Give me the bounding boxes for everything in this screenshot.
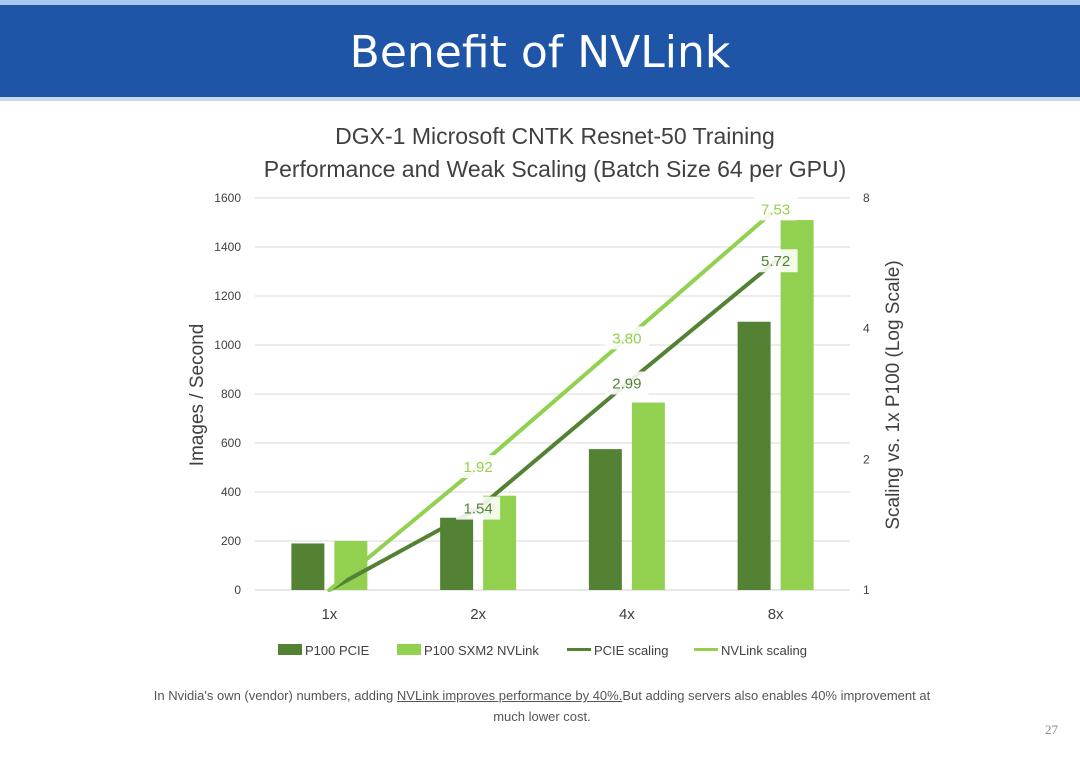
- page-number: 27: [1045, 722, 1058, 737]
- data-label-background: [456, 496, 501, 520]
- y-axis-title: Images / Second: [187, 324, 208, 467]
- data-label: 3.80: [612, 330, 641, 347]
- top-accent-stripe: [0, 0, 1080, 5]
- data-label-background: [456, 455, 501, 479]
- legend-swatch: [397, 644, 421, 655]
- bar: [631, 402, 665, 590]
- bar: [588, 449, 622, 590]
- category-label: 1x: [321, 606, 337, 623]
- y-tick-label: 1000: [214, 338, 241, 352]
- legend-label: NVLink scaling: [721, 643, 807, 658]
- y-tick-label: 800: [221, 387, 241, 401]
- scaling-line: [327, 259, 778, 592]
- category-axis: 1x 2x 4x 8x: [321, 606, 784, 623]
- data-label: 2.99: [612, 376, 641, 393]
- y2-tick-label: 1: [863, 583, 870, 597]
- data-label-background: [753, 249, 798, 273]
- bar: [440, 517, 474, 590]
- chart-title-line1: DGX-1 Microsoft CNTK Resnet-50 Training: [335, 123, 775, 149]
- footnote-underlined: NVLink improves performance by 40%.: [396, 688, 623, 703]
- bar: [780, 220, 814, 591]
- category-label: 2x: [470, 606, 486, 623]
- bar: [291, 543, 325, 590]
- y-tick-label: 1600: [214, 191, 241, 205]
- data-label: 1.92: [464, 459, 493, 476]
- data-label-background: [753, 197, 798, 221]
- footnote-text-part1: In Nvidia's own (vendor) numbers, adding: [153, 688, 397, 703]
- slide-header: Benefit of NVLink: [0, 5, 1080, 101]
- y-tick-label: 600: [221, 436, 241, 450]
- scaling-lines: [327, 207, 778, 592]
- bar: [737, 321, 771, 590]
- y-tick-label: 0: [234, 583, 241, 597]
- bars: [291, 220, 814, 591]
- category-label: 8x: [768, 606, 784, 623]
- data-label-background: [604, 371, 649, 395]
- category-label: 4x: [619, 606, 635, 623]
- y2-tick-label: 8: [863, 191, 870, 205]
- scaling-line: [327, 207, 778, 592]
- slide-title: Benefit of NVLink: [349, 27, 731, 78]
- left-axis-ticks: 0 200 400 600 800 1000 1200 1400 1600: [214, 191, 241, 597]
- data-labels: 1.54 2.99 5.72 1.92 3.80 7.53: [456, 197, 798, 520]
- footnote: In Nvidia's own (vendor) numbers, adding…: [150, 685, 934, 727]
- data-label: 1.54: [464, 501, 493, 518]
- data-label: 5.72: [761, 253, 790, 270]
- y2-tick-label: 2: [863, 452, 870, 466]
- y-tick-label: 200: [221, 534, 241, 548]
- y-tick-label: 1400: [214, 240, 241, 254]
- legend-label: PCIE scaling: [594, 643, 668, 658]
- legend-label: P100 SXM2 NVLink: [424, 643, 539, 658]
- legend-label: P100 PCIE: [305, 643, 370, 658]
- y2-axis-title: Scaling vs. 1x P100 (Log Scale): [883, 260, 904, 529]
- data-label-background: [604, 326, 649, 350]
- right-axis-ticks: 1 2 4 8: [863, 191, 870, 597]
- chart-title-line2: Performance and Weak Scaling (Batch Size…: [264, 156, 847, 182]
- y-tick-label: 1200: [214, 289, 241, 303]
- y-tick-label: 400: [221, 485, 241, 499]
- footnote-text-part2: But adding servers also enables 40% impr…: [493, 688, 931, 724]
- y2-tick-label: 4: [863, 322, 870, 336]
- legend-swatch: [278, 644, 302, 655]
- data-label: 7.53: [761, 201, 790, 218]
- legend: P100 PCIE P100 SXM2 NVLink PCIE scaling NVL…: [278, 643, 807, 658]
